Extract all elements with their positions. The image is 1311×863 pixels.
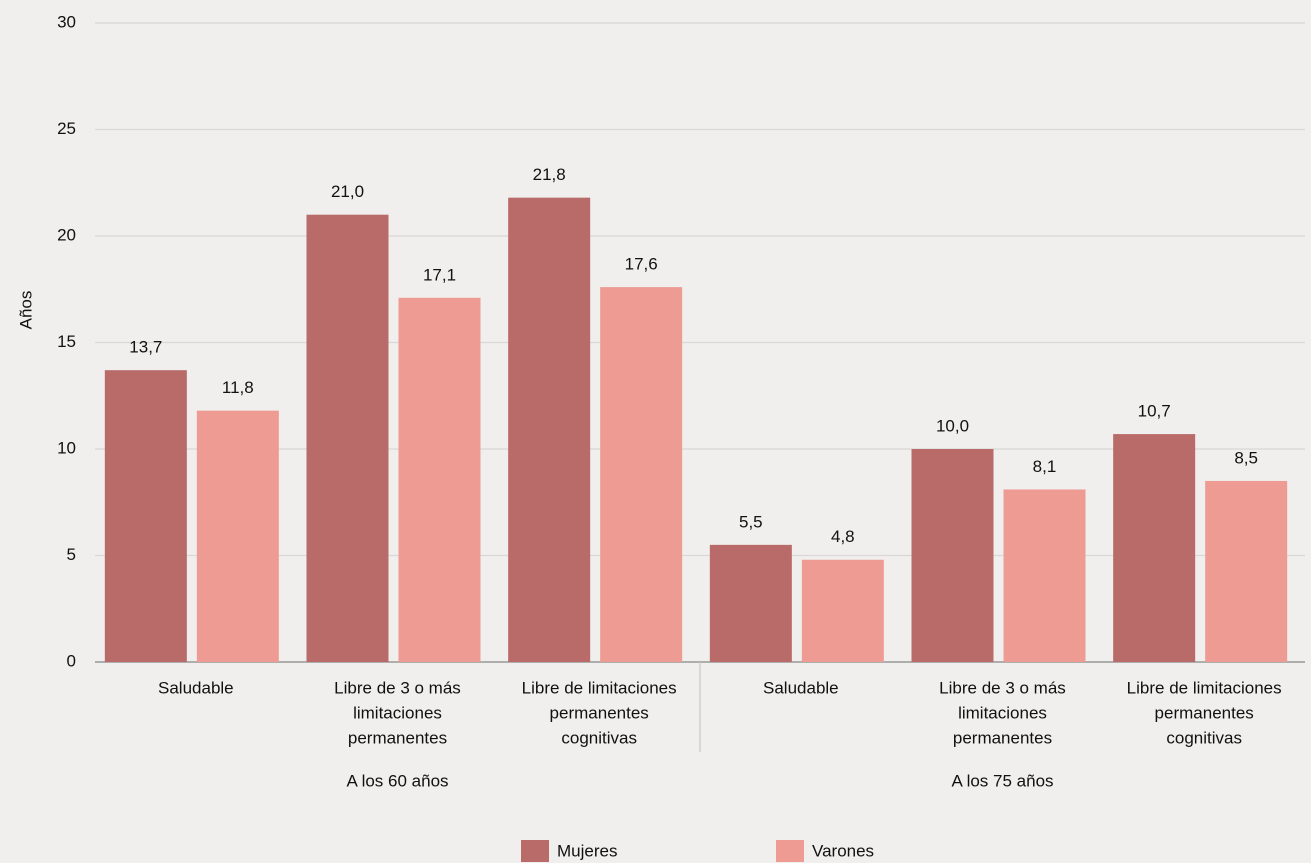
bar (1205, 480, 1288, 662)
value-label: 21,0 (331, 182, 364, 201)
y-tick-label: 30 (57, 12, 76, 31)
x-tick-label: Saludable (158, 678, 234, 697)
legend-swatch (776, 840, 804, 862)
bar (709, 544, 792, 662)
y-tick-label: 0 (67, 651, 76, 670)
bar (801, 559, 884, 662)
bar (306, 214, 389, 662)
y-tick-label: 5 (67, 545, 76, 564)
value-label: 13,7 (129, 338, 162, 357)
x-tick-label: permanentes (348, 728, 447, 747)
group-label: A los 75 años (951, 771, 1053, 790)
legend-label: Mujeres (557, 841, 617, 860)
y-axis-label: Años (16, 291, 35, 330)
bar (196, 410, 279, 662)
x-tick-label: permanentes (1155, 703, 1254, 722)
x-tick-label: Saludable (763, 678, 839, 697)
x-tick-label: Libre de limitaciones (1127, 678, 1282, 697)
y-tick-label: 10 (57, 438, 76, 457)
value-label: 10,7 (1138, 402, 1171, 421)
x-tick-label: cognitivas (1166, 728, 1242, 747)
y-tick-label: 25 (57, 119, 76, 138)
x-tick-label: cognitivas (561, 728, 637, 747)
group-label: A los 60 años (346, 771, 448, 790)
value-label: 17,6 (625, 255, 658, 274)
bar (104, 370, 187, 662)
value-label: 11,8 (222, 378, 254, 397)
x-tick-label: limitaciones (353, 703, 442, 722)
bar (398, 297, 481, 662)
value-label: 8,5 (1234, 448, 1258, 467)
legend-swatch (521, 840, 549, 862)
value-label: 4,8 (831, 527, 855, 546)
value-label: 8,1 (1033, 457, 1057, 476)
x-tick-label: permanentes (550, 703, 649, 722)
x-tick-label: Libre de 3 o más (334, 678, 461, 697)
value-label: 17,1 (423, 265, 456, 284)
x-tick-label: Libre de limitaciones (522, 678, 677, 697)
x-tick-label: limitaciones (958, 703, 1047, 722)
value-label: 5,5 (739, 512, 763, 531)
bar (1003, 489, 1086, 662)
bar (508, 197, 591, 662)
bar (1113, 434, 1196, 662)
bar (911, 449, 994, 662)
y-tick-label: 15 (57, 332, 76, 351)
legend-label: Varones (812, 841, 874, 860)
y-tick-label: 20 (57, 225, 76, 244)
x-tick-label: permanentes (953, 728, 1052, 747)
x-tick-label: Libre de 3 o más (939, 678, 1066, 697)
value-label: 10,0 (936, 416, 969, 435)
value-label: 21,8 (533, 165, 566, 184)
bar (600, 287, 683, 662)
